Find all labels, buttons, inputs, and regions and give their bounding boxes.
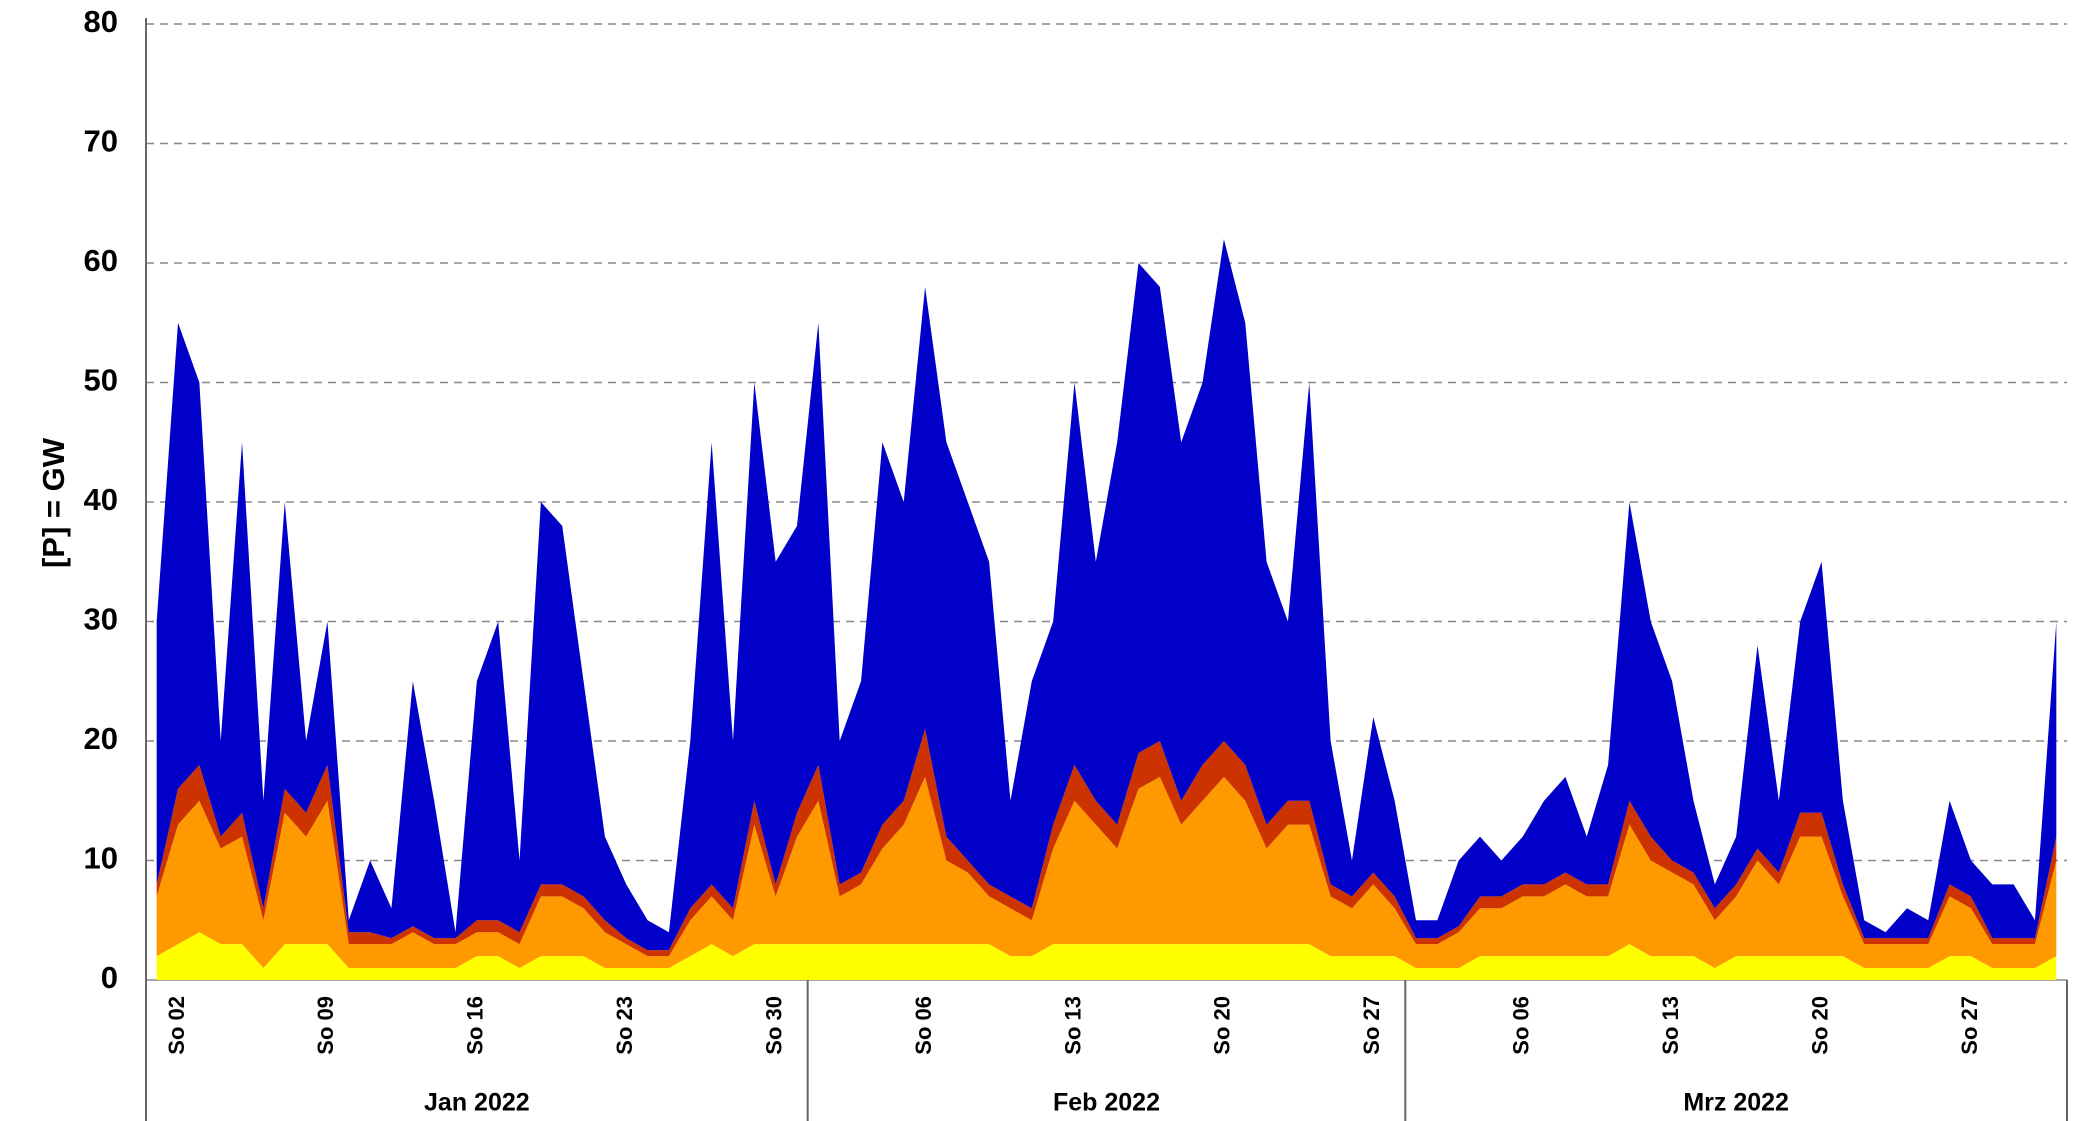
y-tick-label: 70 <box>84 124 118 159</box>
x-tick-label: So 30 <box>761 996 786 1055</box>
y-tick-label: 0 <box>101 960 118 995</box>
x-tick-label: So 13 <box>1658 996 1683 1055</box>
y-tick-label: 50 <box>84 363 118 398</box>
x-tick-label: So 16 <box>463 996 488 1055</box>
x-tick-label: So 27 <box>1359 996 1384 1055</box>
x-tick-label: So 20 <box>1807 996 1832 1055</box>
y-tick-label: 40 <box>84 482 118 517</box>
x-tick-label: So 06 <box>911 996 936 1055</box>
area <box>156 239 2057 951</box>
y-tick-label: 60 <box>84 243 118 278</box>
y-tick-label: 10 <box>84 841 118 876</box>
x-tick-label: So 02 <box>164 996 189 1055</box>
plot-area <box>156 239 2057 980</box>
area <box>156 776 2057 969</box>
y-tick-label: 80 <box>84 4 118 39</box>
x-tick-label: So 09 <box>313 996 338 1055</box>
month-label: Jan 2022 <box>424 1089 530 1117</box>
x-tick-label: So 20 <box>1210 996 1235 1055</box>
y-tick-label: 30 <box>84 602 118 637</box>
y-axis-title: [P] = GW <box>36 437 71 568</box>
x-tick-label: So 06 <box>1509 996 1534 1055</box>
month-label: Mrz 2022 <box>1683 1089 1789 1117</box>
month-label: Feb 2022 <box>1053 1089 1160 1117</box>
x-tick-label: So 27 <box>1957 996 1982 1055</box>
y-tick-label: 20 <box>84 721 118 756</box>
x-tick-label: So 13 <box>1060 996 1085 1055</box>
x-tick-label: So 23 <box>612 996 637 1055</box>
